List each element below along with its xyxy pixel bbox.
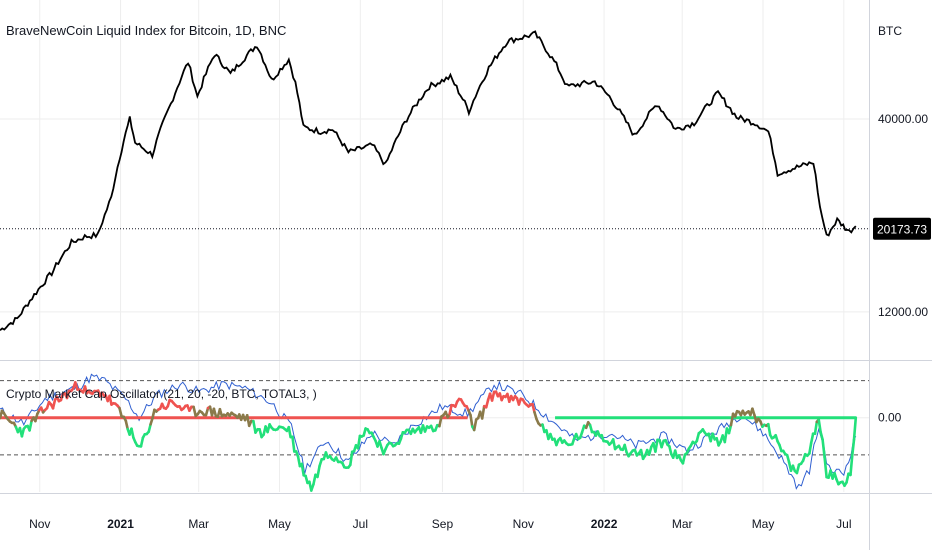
oscillator-segment xyxy=(695,431,701,443)
x-tick-label: Mar xyxy=(672,517,693,531)
oscillator-segment xyxy=(531,402,536,414)
oscillator-segment xyxy=(118,406,123,418)
oscillator-segment xyxy=(300,462,306,477)
oscillator-segment xyxy=(668,444,673,456)
oscillator-segment xyxy=(654,438,659,453)
x-tick-label: 2021 xyxy=(107,517,134,531)
indicator-title: Crypto Market Cap Oscillator (21, 20, -2… xyxy=(6,387,317,401)
oscillator-segment xyxy=(845,472,850,484)
oscillator-segment xyxy=(192,405,197,418)
oscillator-segment xyxy=(316,464,321,479)
x-tick-label: Mar xyxy=(188,517,209,531)
oscillator-segment xyxy=(850,438,856,458)
oscillator-segment xyxy=(469,413,474,428)
price-series-line xyxy=(0,30,857,331)
oscillator-segment xyxy=(813,420,819,436)
oscillator-segment xyxy=(312,473,317,486)
oscillator-segment xyxy=(849,454,854,477)
oscillator-segment xyxy=(484,398,490,409)
y-tick-label: 12000.00 xyxy=(878,305,928,319)
x-tick-label: Sep xyxy=(432,517,454,531)
oscillator-segment xyxy=(448,403,453,416)
x-tick-label: Nov xyxy=(513,517,534,531)
oscillator-segment xyxy=(348,450,354,467)
oscillator-segment xyxy=(28,419,33,432)
oscillator-segment xyxy=(821,438,826,459)
oscillator-segment xyxy=(51,398,57,410)
oscillator-pane[interactable] xyxy=(0,373,869,492)
x-tick-label: Jul xyxy=(836,517,851,531)
last-price-label: 20173.73 xyxy=(877,223,927,237)
oscillator-segment xyxy=(287,425,292,439)
oscillator-segment xyxy=(808,441,813,455)
oscillator-segment xyxy=(611,438,617,451)
oscillator-segment xyxy=(766,422,772,437)
oscillator-segment xyxy=(130,427,135,439)
oscillator-segment xyxy=(139,436,145,448)
x-tick-label: Nov xyxy=(29,517,50,531)
oscillator-segment xyxy=(795,463,801,475)
oscillator-segment xyxy=(852,416,858,442)
oscillator-segment xyxy=(647,445,653,457)
oscillator-segment xyxy=(124,419,129,431)
x-tick-label: May xyxy=(268,517,291,531)
oscillator-segment xyxy=(480,404,486,420)
y-tick-label: 40000.00 xyxy=(878,112,928,126)
x-tick-label: Jul xyxy=(353,517,368,531)
oscillator-segment xyxy=(823,455,828,479)
oscillator-segment xyxy=(252,419,257,434)
x-tick-label: 2022 xyxy=(591,517,618,531)
osc-zero-label: 0.00 xyxy=(878,411,902,425)
oscillator-segment xyxy=(108,394,113,406)
oscillator-segment xyxy=(729,412,735,427)
oscillator-segment xyxy=(809,432,815,445)
oscillator-segment xyxy=(356,434,362,450)
x-tick-label: May xyxy=(752,517,775,531)
oscillator-segment xyxy=(291,435,296,453)
last-price-badge xyxy=(873,217,931,240)
oscillator-segment xyxy=(681,453,687,465)
oscillator-segment xyxy=(490,390,496,402)
oscillator-segment xyxy=(819,430,824,441)
oscillator-segment xyxy=(438,415,443,428)
oscillator-segment xyxy=(472,418,478,432)
main-chart-title: BraveNewCoin Liquid Index for Bitcoin, 1… xyxy=(6,23,286,38)
currency-label: BTC xyxy=(878,24,902,38)
oscillator-segment xyxy=(727,423,733,435)
price-pane[interactable]: 20173.73 xyxy=(0,30,931,331)
oscillator-segment xyxy=(817,418,822,434)
